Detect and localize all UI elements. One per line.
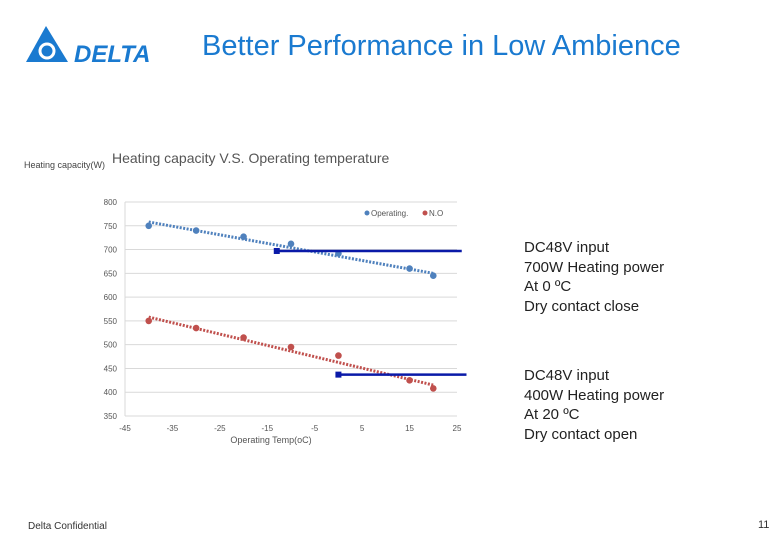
- x-tick-label: -35: [167, 424, 179, 433]
- note-line: Dry contact open: [524, 425, 638, 443]
- note-line: DC48V input: [524, 367, 610, 384]
- note-line: At 20 ºC: [524, 406, 580, 423]
- legend-marker: [422, 210, 428, 216]
- data-point: [192, 227, 200, 234]
- data-point: [406, 377, 413, 384]
- x-tick-label: 5: [360, 424, 365, 433]
- x-tick-label: -15: [262, 424, 274, 433]
- chart-title: Heating capacity V.S. Operating temperat…: [112, 150, 390, 166]
- page-title: Better Performance in Low Ambience: [202, 30, 681, 62]
- note-line: DC48V input: [524, 239, 610, 256]
- y-tick-label: 700: [104, 246, 118, 255]
- y-tick-label: 600: [104, 293, 118, 302]
- note-line: Dry contact close: [524, 297, 640, 315]
- note-open: DC48V input 400W Heating power At 20 ºC …: [524, 366, 664, 444]
- trendline-0: [148, 220, 434, 275]
- legend-label: Operating.: [371, 209, 408, 218]
- x-tick-label: -5: [311, 424, 319, 433]
- x-axis-label: Operating Temp(oC): [230, 435, 311, 445]
- y-tick-label: 500: [104, 341, 118, 350]
- delta-logo: DELTA: [26, 26, 151, 71]
- confidential-label: Delta Confidential: [28, 521, 107, 532]
- data-point: [240, 334, 247, 341]
- data-point: [429, 272, 437, 280]
- delta-logo-icon: DELTA: [26, 26, 150, 68]
- x-tick-label: -25: [214, 424, 226, 433]
- data-point: [145, 222, 153, 230]
- threshold-marker: [335, 371, 342, 378]
- svg-text:DELTA: DELTA: [74, 41, 150, 66]
- y-tick-label: 750: [104, 222, 118, 231]
- x-tick-label: -45: [119, 424, 131, 433]
- legend-label: N.O: [429, 209, 443, 218]
- legend-marker: [364, 210, 370, 216]
- data-point: [240, 233, 247, 241]
- note-line: 400W Heating power: [524, 386, 665, 404]
- page-number: 11: [758, 519, 770, 531]
- note-close: DC48V input 700W Heating power At 0 ºC D…: [524, 238, 664, 316]
- y-tick-label: 550: [104, 317, 118, 326]
- data-point: [429, 385, 437, 392]
- y-tick-label: 350: [104, 412, 118, 421]
- y-tick-label: 400: [104, 388, 118, 397]
- data-point: [335, 352, 342, 359]
- x-tick-label: 15: [405, 424, 414, 433]
- y-tick-label: 650: [104, 269, 118, 278]
- y-tick-label: 450: [104, 364, 118, 373]
- data-point: [406, 265, 413, 272]
- threshold-marker: [273, 247, 280, 254]
- x-tick-label: 25: [453, 424, 462, 433]
- note-line: 700W Heating power: [524, 258, 665, 276]
- data-point: [145, 317, 153, 325]
- y-tick-label: 800: [104, 198, 118, 207]
- y-axis-label: Heating capacity(W): [24, 160, 106, 170]
- data-point: [287, 343, 295, 351]
- data-point: [287, 240, 295, 248]
- note-line: At 0 ºC: [524, 278, 572, 295]
- data-point: [192, 324, 200, 332]
